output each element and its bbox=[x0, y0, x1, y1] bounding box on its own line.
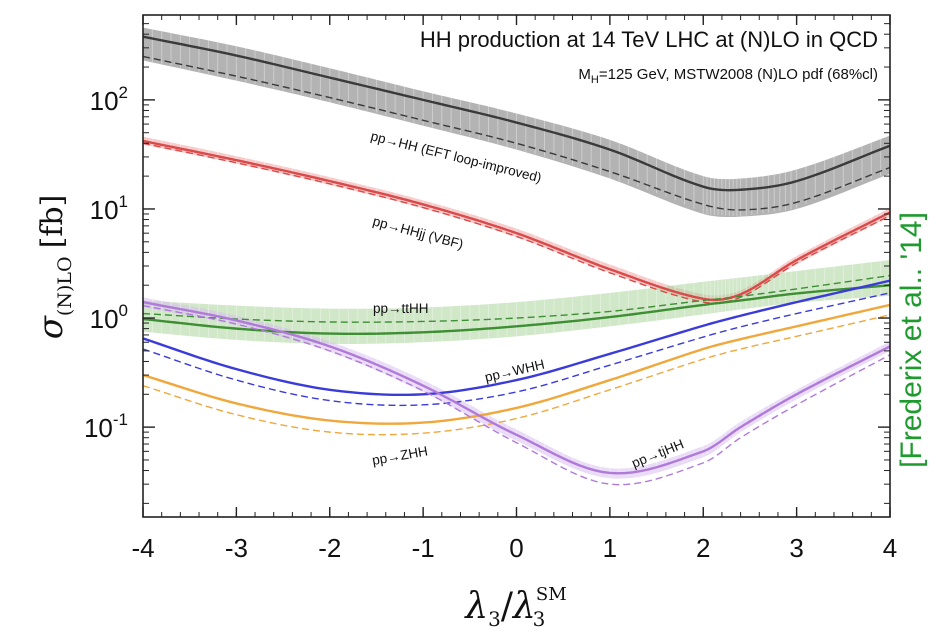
series-1-nlo-line bbox=[142, 139, 891, 302]
label-hhjj: pp→HHjj (VBF) bbox=[371, 213, 465, 252]
y-tick-label: 100 bbox=[90, 301, 128, 334]
uncertainty-bands bbox=[142, 27, 890, 479]
x-tick-label: 4 bbox=[883, 533, 897, 563]
series-3-lo-line bbox=[142, 292, 891, 407]
series-4-lo-line bbox=[142, 314, 891, 436]
series-5-band bbox=[143, 297, 890, 479]
series-1-band bbox=[143, 136, 890, 304]
chart-title: HH production at 14 TeV LHC at (N)LO in … bbox=[420, 27, 878, 52]
axis-ticks: -4 -3 -2 -1 0 1 2 3 4 102 101 100 10-1 bbox=[84, 14, 897, 563]
series-2-lo-line bbox=[142, 274, 891, 323]
series-2-band bbox=[143, 260, 890, 344]
series-4-nlo-line bbox=[142, 303, 891, 425]
x-tick-label: 0 bbox=[509, 533, 523, 563]
plot-frame bbox=[142, 14, 891, 518]
y-tick-label: 101 bbox=[90, 192, 128, 225]
series-curves bbox=[142, 35, 891, 486]
label-zhh: pp→ZHH bbox=[371, 443, 429, 468]
series-1-lo-line bbox=[142, 142, 891, 304]
y-tick-label: 102 bbox=[90, 83, 128, 116]
label-tthh: pp→ttHH bbox=[373, 301, 429, 316]
x-tick-label: 2 bbox=[696, 533, 710, 563]
x-tick-label: 1 bbox=[603, 533, 617, 563]
x-tick-label: -1 bbox=[412, 533, 435, 563]
x-tick-label: -4 bbox=[131, 533, 154, 563]
chart-subtitle: MH=125 GeV, MSTW2008 (N)LO pdf (68%cl) bbox=[578, 66, 878, 86]
x-tick-label: -2 bbox=[318, 533, 341, 563]
series-3-nlo-line bbox=[142, 279, 891, 397]
x-tick-label: -3 bbox=[225, 533, 248, 563]
citation: [Frederix et al.. '14] bbox=[895, 212, 928, 468]
series-5-lo-line bbox=[142, 304, 891, 486]
x-axis-label: λ3/λSM 3 bbox=[463, 584, 566, 631]
series-5-nlo-line bbox=[142, 300, 891, 475]
series-0-nlo-line bbox=[142, 35, 891, 192]
y-axis-label: σ(N)LO[fb] bbox=[31, 195, 76, 340]
x-tick-label: 3 bbox=[789, 533, 803, 563]
series-0-lo-line bbox=[142, 55, 891, 211]
y-tick-label: 10-1 bbox=[84, 410, 128, 443]
